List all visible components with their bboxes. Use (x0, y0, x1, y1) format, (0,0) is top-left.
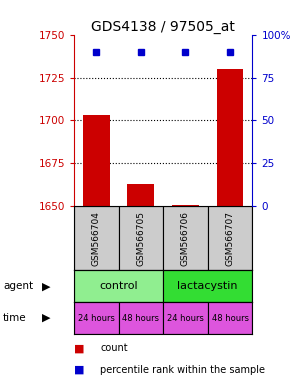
Text: GSM566705: GSM566705 (136, 211, 145, 266)
Text: GSM566707: GSM566707 (226, 211, 235, 266)
Bar (163, 270, 252, 302)
Bar (172, 205, 199, 207)
Bar (74, 207, 119, 270)
Bar (128, 184, 154, 207)
Bar (83, 115, 110, 207)
Bar (163, 302, 208, 334)
Text: ▶: ▶ (42, 313, 50, 323)
Bar (74, 302, 119, 334)
Bar (217, 69, 243, 207)
Text: count: count (100, 343, 128, 354)
Bar (163, 207, 208, 270)
Bar (119, 302, 163, 334)
Text: GSM566704: GSM566704 (92, 211, 101, 266)
Text: ■: ■ (74, 364, 84, 375)
Title: GDS4138 / 97505_at: GDS4138 / 97505_at (91, 20, 235, 33)
Text: ■: ■ (74, 343, 84, 354)
Text: 24 hours: 24 hours (78, 314, 115, 323)
Text: 48 hours: 48 hours (211, 314, 249, 323)
Text: agent: agent (3, 281, 33, 291)
Text: lactacystin: lactacystin (177, 281, 238, 291)
Bar (208, 207, 252, 270)
Text: ▶: ▶ (42, 281, 50, 291)
Text: control: control (99, 281, 138, 291)
Bar (119, 207, 163, 270)
Bar (208, 302, 252, 334)
Bar (74, 270, 163, 302)
Text: 48 hours: 48 hours (122, 314, 159, 323)
Text: percentile rank within the sample: percentile rank within the sample (100, 364, 265, 375)
Text: 24 hours: 24 hours (167, 314, 204, 323)
Text: GSM566706: GSM566706 (181, 211, 190, 266)
Text: time: time (3, 313, 26, 323)
